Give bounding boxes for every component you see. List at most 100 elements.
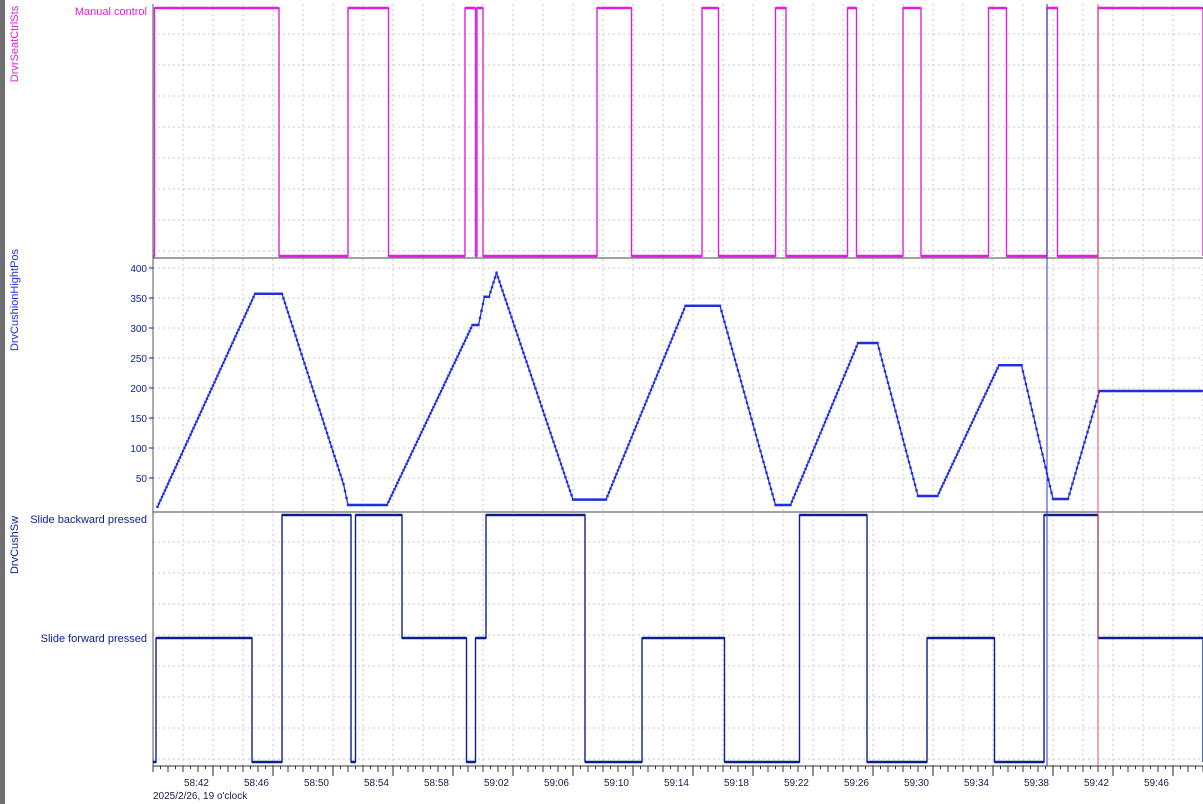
sample-marker bbox=[725, 326, 727, 328]
state-label: Slide forward pressed bbox=[41, 633, 147, 645]
sample-marker bbox=[909, 466, 911, 468]
x-tick-label: 59:46 bbox=[1144, 778, 1169, 789]
sample-marker bbox=[797, 486, 799, 488]
sample-marker bbox=[849, 360, 851, 362]
sample-marker bbox=[507, 307, 509, 309]
y-tick-label: 350 bbox=[130, 294, 147, 305]
sample-marker bbox=[992, 377, 994, 379]
sample-marker bbox=[887, 381, 889, 383]
sample-marker bbox=[939, 488, 941, 490]
sample-marker bbox=[729, 342, 731, 344]
sample-marker bbox=[978, 405, 980, 407]
sample-marker bbox=[405, 463, 407, 465]
sample-marker bbox=[993, 374, 995, 376]
sample-marker bbox=[821, 428, 823, 430]
x-axis-date-label: 2025/2/26, 19 o'clock bbox=[153, 791, 248, 802]
sample-marker bbox=[768, 482, 770, 484]
sample-marker bbox=[1086, 431, 1088, 433]
sample-marker bbox=[669, 341, 671, 343]
sample-marker bbox=[393, 488, 395, 490]
sample-marker bbox=[524, 356, 526, 358]
sample-marker bbox=[1040, 447, 1042, 449]
sample-marker bbox=[633, 429, 635, 431]
sample-marker bbox=[215, 378, 217, 380]
sample-marker bbox=[567, 485, 569, 487]
sample-marker bbox=[1020, 364, 1022, 366]
sample-marker bbox=[1079, 457, 1081, 459]
sample-marker bbox=[884, 370, 886, 372]
sample-marker bbox=[653, 381, 655, 383]
sample-marker bbox=[948, 469, 950, 471]
sample-marker bbox=[732, 353, 734, 355]
sample-marker bbox=[426, 419, 428, 421]
sample-marker bbox=[545, 418, 547, 420]
sample-marker bbox=[248, 306, 250, 308]
sample-marker bbox=[162, 492, 164, 494]
sample-marker bbox=[173, 470, 175, 472]
sample-marker bbox=[960, 444, 962, 446]
sample-marker bbox=[795, 489, 797, 491]
sample-marker bbox=[489, 291, 491, 293]
sample-marker bbox=[639, 414, 641, 416]
sample-marker bbox=[645, 400, 647, 402]
sample-marker bbox=[1026, 389, 1028, 391]
sample-marker bbox=[635, 425, 637, 427]
signal-name-label: DrvCushSw bbox=[9, 516, 21, 574]
sample-marker bbox=[1032, 415, 1034, 417]
sample-marker bbox=[942, 482, 944, 484]
sample-marker bbox=[731, 348, 733, 350]
sample-marker bbox=[1068, 493, 1070, 495]
sample-marker bbox=[228, 348, 230, 350]
sample-marker bbox=[428, 415, 430, 417]
sample-marker bbox=[242, 319, 244, 321]
sample-marker bbox=[218, 371, 220, 373]
y-tick-label: 150 bbox=[130, 414, 147, 425]
sample-marker bbox=[555, 449, 557, 451]
sample-marker bbox=[552, 441, 554, 443]
sample-marker bbox=[158, 502, 160, 504]
sample-marker bbox=[1095, 400, 1097, 402]
sample-marker bbox=[813, 446, 815, 448]
sample-marker bbox=[1022, 370, 1024, 372]
x-tick-label: 59:26 bbox=[844, 778, 869, 789]
sample-marker bbox=[464, 340, 466, 342]
sample-marker bbox=[752, 423, 754, 425]
x-tick-label: 59:10 bbox=[604, 778, 629, 789]
sample-marker bbox=[836, 392, 838, 394]
sample-marker bbox=[302, 358, 304, 360]
sample-marker bbox=[234, 335, 236, 337]
sample-marker bbox=[491, 286, 493, 288]
sample-marker bbox=[1092, 410, 1094, 412]
sample-marker bbox=[198, 414, 200, 416]
sample-marker bbox=[608, 491, 610, 493]
sample-marker bbox=[336, 464, 338, 466]
sample-marker bbox=[396, 482, 398, 484]
sample-marker bbox=[390, 494, 392, 496]
sample-marker bbox=[480, 310, 482, 312]
sample-marker bbox=[957, 450, 959, 452]
sample-marker bbox=[497, 276, 499, 278]
sample-marker bbox=[914, 483, 916, 485]
sample-marker bbox=[434, 403, 436, 405]
sample-marker bbox=[197, 417, 199, 419]
sample-marker bbox=[938, 492, 940, 494]
sample-marker bbox=[623, 455, 625, 457]
sample-marker bbox=[453, 362, 455, 364]
sample-marker bbox=[1049, 485, 1051, 487]
sample-marker bbox=[290, 320, 292, 322]
sample-marker bbox=[330, 446, 332, 448]
sample-marker bbox=[962, 441, 964, 443]
sample-marker bbox=[855, 345, 857, 347]
sample-marker bbox=[411, 450, 413, 452]
sample-marker bbox=[897, 421, 899, 423]
sample-marker bbox=[282, 297, 284, 299]
sample-marker bbox=[966, 431, 968, 433]
sample-marker bbox=[624, 451, 626, 453]
sample-marker bbox=[168, 479, 170, 481]
sample-marker bbox=[564, 476, 566, 478]
sample-marker bbox=[252, 296, 254, 298]
sample-marker bbox=[297, 344, 299, 346]
sample-marker bbox=[423, 425, 425, 427]
sample-marker bbox=[285, 307, 287, 309]
